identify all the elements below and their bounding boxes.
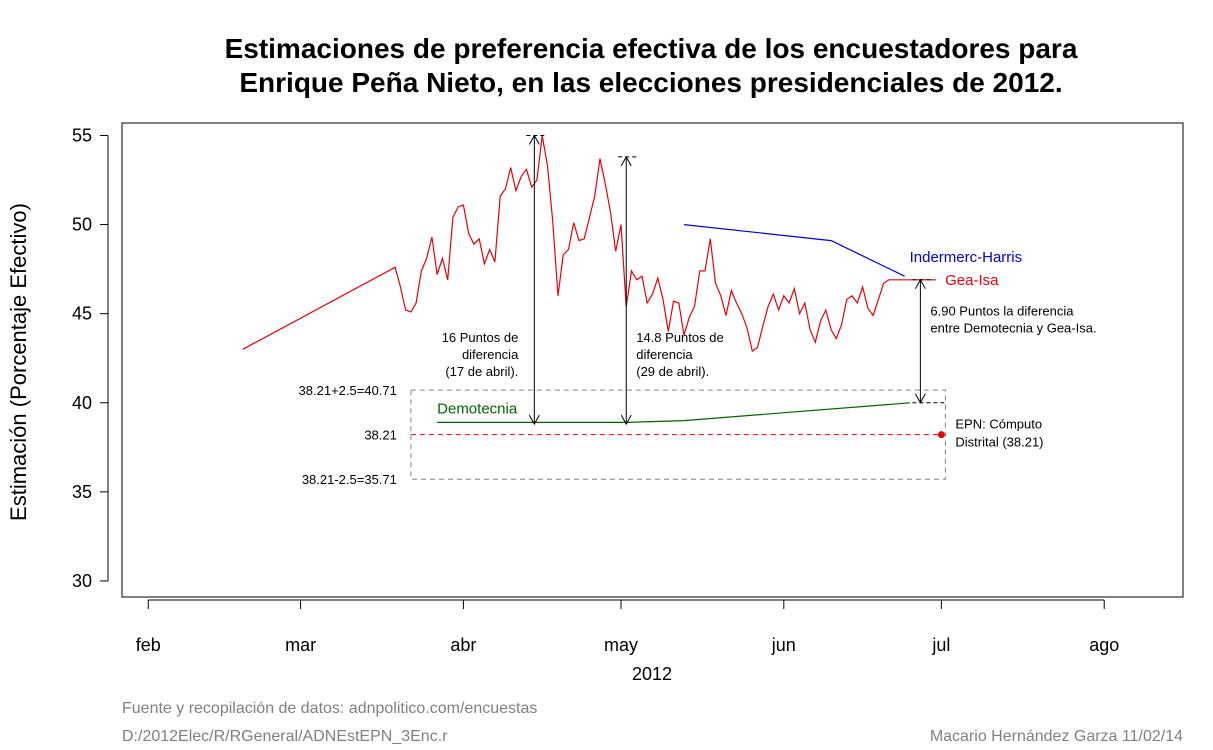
reference-band-box	[410, 389, 946, 480]
annotation-text: diferencia	[636, 347, 693, 362]
reference-upper-label: 38.21+2.5=40.71	[299, 383, 397, 398]
reference-point	[937, 431, 945, 439]
annotation-text: 16 Puntos de	[442, 330, 519, 345]
x-tick-label: jul	[931, 635, 950, 655]
reference-point-label: Distrital (38.21)	[955, 435, 1043, 450]
y-axis-title: Estimación (Porcentaje Efectivo)	[6, 203, 31, 521]
annotation-text: (17 de abril).	[445, 364, 518, 379]
reference-lower-label: 38.21-2.5=35.71	[302, 472, 397, 487]
y-tick-label: 40	[72, 393, 92, 413]
x-tick-label: ago	[1089, 635, 1119, 655]
annotations: 16 Puntos de diferencia (17 de abril). 14.8…	[442, 134, 1097, 426]
y-tick-label: 45	[72, 304, 92, 324]
chart-title-line-1: Estimaciones de preferencia efectiva de …	[225, 33, 1078, 64]
series-label-gea-isa: Gea-Isa	[945, 272, 999, 289]
annotation-arrowhead-bottom	[620, 414, 632, 426]
footer-path: D:/2012Elec/R/RGeneral/ADNEstEPN_3Enc.r	[122, 728, 448, 745]
x-tick-label: abr	[450, 635, 476, 655]
annotation-text: entre Demotecnia y Gea-Isa.	[930, 321, 1096, 336]
series-label-demotecnia: Demotecnia	[437, 400, 518, 417]
annotation-text: 6.90 Puntos la diferencia	[930, 304, 1074, 319]
x-tick-label: mar	[285, 635, 316, 655]
series-line-indermerc-harris	[683, 224, 905, 277]
y-axis: 30 35 40 45 50 55	[72, 125, 109, 591]
x-tick-label: feb	[136, 635, 161, 655]
footer-author: Macario Hernández Garza 11/02/14	[930, 728, 1183, 745]
y-tick-label: 35	[72, 482, 92, 502]
series-line-gea-isa	[242, 135, 937, 353]
annotation-arrowhead-bottom	[528, 414, 540, 426]
y-tick-label: 50	[72, 215, 92, 235]
y-tick-label: 30	[72, 571, 92, 591]
plot-area	[121, 122, 1184, 598]
reference-value-label: 38.21	[364, 428, 397, 443]
y-tick-label: 55	[72, 125, 92, 145]
reference-point-label: EPN: Cómputo	[955, 417, 1042, 432]
x-axis: feb mar abr may jun jul ago	[136, 599, 1119, 655]
series-lines: Indermerc-Harris Gea-Isa Demotecnia	[242, 135, 1023, 423]
annotation-text: diferencia	[462, 347, 519, 362]
footer-source: Fuente y recopilación de datos: adnpolit…	[122, 700, 537, 717]
series-label-indermerc: Indermerc-Harris	[910, 249, 1023, 266]
x-tick-label: may	[604, 635, 638, 655]
annotation-text: 14.8 Puntos de	[636, 330, 723, 345]
chart-title-line-2: Enrique Peña Nieto, en las elecciones pr…	[239, 67, 1062, 98]
reference-band: 38.21+2.5=40.71 38.21 38.21-2.5=35.71 EPN: …	[299, 383, 1044, 487]
x-tick-label: jun	[771, 635, 796, 655]
annotation-text: (29 de abril).	[636, 364, 709, 379]
x-axis-title: 2012	[632, 664, 672, 684]
